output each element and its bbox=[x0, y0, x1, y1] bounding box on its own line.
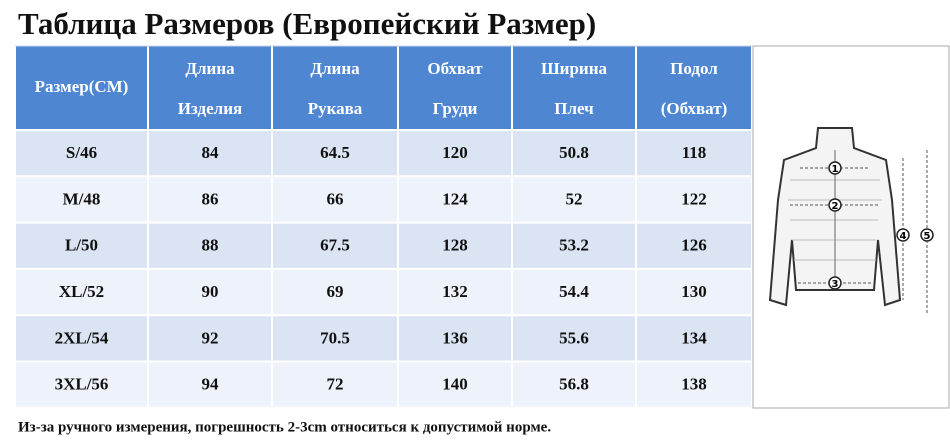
table-cell: XL/52 bbox=[59, 282, 104, 301]
marker-circle bbox=[920, 228, 934, 242]
table-cell: 140 bbox=[442, 375, 468, 394]
table-cell: 3XL/56 bbox=[55, 375, 109, 394]
table-row bbox=[15, 176, 752, 223]
header-cell: Груди bbox=[433, 99, 478, 118]
table-cell: 130 bbox=[681, 282, 707, 301]
header-cell: Длина bbox=[310, 59, 360, 78]
header-row bbox=[15, 46, 752, 130]
header-cell: Плеч bbox=[554, 99, 594, 118]
marker-circle bbox=[896, 228, 910, 242]
header-cell: Обхват bbox=[427, 59, 483, 78]
table-cell: 136 bbox=[442, 328, 468, 347]
table-cell: 72 bbox=[327, 375, 344, 394]
table-cell: 86 bbox=[202, 189, 219, 208]
header-cell: (Обхват) bbox=[661, 99, 728, 118]
footer-note: Из-за ручного измерения, погрешность 2-3… bbox=[18, 419, 551, 435]
jacket-diagram: 1 2 3 4 5 bbox=[752, 45, 950, 409]
table-row bbox=[15, 222, 752, 269]
title: Таблица Размеров (Европейский Размер) bbox=[18, 6, 596, 41]
table-cell: 94 bbox=[202, 375, 220, 394]
marker-label: 3 bbox=[832, 279, 839, 290]
header-cell: Подол bbox=[670, 59, 718, 78]
table-cell: 50.8 bbox=[559, 143, 589, 162]
table-cell: L/50 bbox=[65, 236, 98, 255]
table-row bbox=[15, 130, 752, 177]
table-cell: 88 bbox=[202, 236, 219, 255]
table-cell: 118 bbox=[682, 143, 707, 162]
table-cell: M/48 bbox=[63, 189, 101, 208]
table-cell: S/46 bbox=[66, 143, 97, 162]
table-cell: 120 bbox=[442, 143, 468, 162]
table-row bbox=[15, 315, 752, 362]
table-cell: 70.5 bbox=[320, 328, 350, 347]
size-table: Размер(СМ) Длина Изделия Длина Рукава Обхват Г… bbox=[14, 45, 753, 409]
table-row bbox=[15, 361, 752, 408]
table-cell: 128 bbox=[442, 236, 468, 255]
table-cell: 52 bbox=[566, 189, 583, 208]
header-cell: Ширина bbox=[541, 59, 608, 78]
table-cell: 90 bbox=[202, 282, 219, 301]
table-cell: 69 bbox=[327, 282, 344, 301]
header-cell: Размер(СМ) bbox=[35, 77, 129, 96]
table-cell: 64.5 bbox=[320, 143, 350, 162]
marker-label: 1 bbox=[832, 164, 839, 175]
table-row bbox=[15, 268, 752, 316]
table-cell: 124 bbox=[442, 189, 468, 208]
marker-circle bbox=[828, 198, 842, 212]
header-cell: Длина bbox=[185, 59, 235, 78]
table-cell: 138 bbox=[681, 375, 707, 394]
table-cell: 56.8 bbox=[559, 375, 589, 394]
table-cell: 126 bbox=[681, 236, 707, 255]
marker-circle bbox=[828, 276, 842, 290]
table-cell: 122 bbox=[681, 189, 707, 208]
marker-circle bbox=[828, 161, 842, 175]
marker-label: 2 bbox=[832, 201, 839, 212]
table-cell: 53.2 bbox=[559, 236, 589, 255]
table-cell: 55.6 bbox=[559, 328, 589, 347]
table-cell: 2XL/54 bbox=[55, 328, 109, 347]
table-cell: 66 bbox=[327, 189, 344, 208]
marker-label: 4 bbox=[900, 231, 907, 242]
table-cell: 92 bbox=[202, 328, 219, 347]
table-cell: 84 bbox=[202, 143, 220, 162]
table-cell: 67.5 bbox=[320, 236, 350, 255]
table-cell: 134 bbox=[681, 328, 707, 347]
header-cell: Изделия bbox=[178, 99, 242, 118]
header-cell: Рукава bbox=[308, 99, 363, 118]
markers: 1 2 3 4 5 bbox=[828, 161, 934, 290]
table-cell: 132 bbox=[442, 282, 468, 301]
marker-label: 5 bbox=[924, 231, 931, 242]
table-cell: 54.4 bbox=[559, 282, 589, 301]
